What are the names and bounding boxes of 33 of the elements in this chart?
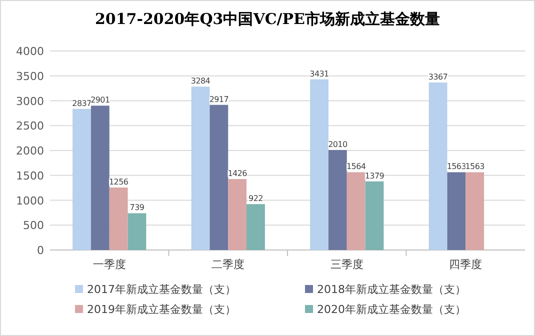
x-tick-label: 二季度 <box>212 258 245 271</box>
y-tick-label: 1500 <box>16 169 44 182</box>
legend-label: 2018年新成立基金数量（支） <box>317 283 466 296</box>
y-tick-label: 2500 <box>16 120 44 133</box>
y-tick-label: 0 <box>37 244 44 257</box>
data-label: 2901 <box>90 96 110 105</box>
data-label: 1426 <box>228 169 248 178</box>
data-label: 1563 <box>465 162 485 172</box>
y-tick-label: 2000 <box>16 144 44 158</box>
y-tick-label: 4000 <box>16 45 44 58</box>
legend-label: 2019年新成立基金数量（支） <box>87 303 236 316</box>
data-label: 3284 <box>190 76 210 86</box>
data-label: 739 <box>130 203 144 212</box>
data-label: 3367 <box>428 72 448 82</box>
data-label: 1564 <box>346 162 366 172</box>
data-label: 1563 <box>446 162 466 172</box>
y-tick-label: 500 <box>23 219 44 232</box>
data-label: 2917 <box>209 94 229 104</box>
legend-label: 2017年新成立基金数量（支） <box>87 283 236 296</box>
data-label: 922 <box>248 194 264 204</box>
title: 2017-2020年Q3中国VC/PE市场新成立基金数量 <box>95 10 440 28</box>
y-tick-label: 1000 <box>16 194 44 208</box>
x-tick-label: 一季度 <box>92 258 126 271</box>
data-label: 2837 <box>72 98 92 108</box>
data-label: 1256 <box>108 178 128 187</box>
data-label: 3431 <box>310 69 330 78</box>
x-tick-label: 三季度 <box>330 258 364 271</box>
data-label: 1379 <box>364 171 384 180</box>
legend-label: 2020年新成立基金数量（支） <box>317 303 466 316</box>
y-tick-label: 3000 <box>16 94 44 108</box>
data-label: 2010 <box>328 140 348 150</box>
x-tick-label: 四季度 <box>449 258 482 271</box>
y-tick-label: 3500 <box>16 70 44 83</box>
